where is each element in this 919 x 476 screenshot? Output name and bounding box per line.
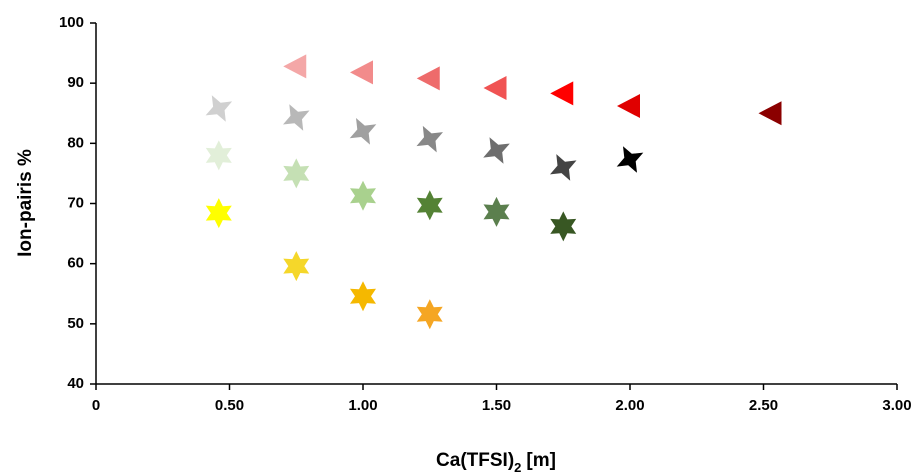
point <box>550 81 574 106</box>
point <box>550 154 577 181</box>
point <box>483 75 507 100</box>
point <box>483 196 510 227</box>
point <box>283 158 310 189</box>
point <box>416 66 440 91</box>
y-axis-title: Ion-pairis % <box>15 149 36 257</box>
point <box>416 299 443 330</box>
y-tick-label: 40 <box>67 375 84 392</box>
x-axis-title-suffix: [m] <box>526 450 556 471</box>
y-tick-label: 90 <box>67 74 84 91</box>
y-tick-label: 60 <box>67 255 84 272</box>
x-axis-title-text: Ca(TFSI) <box>436 450 514 471</box>
point <box>416 125 443 153</box>
point <box>350 180 376 211</box>
point <box>283 104 310 131</box>
point <box>205 95 233 122</box>
point <box>205 198 232 229</box>
point <box>758 101 782 126</box>
x-tick-label: 2.00 <box>615 397 644 414</box>
x-axis-title: Ca(TFSI)2 [m] <box>436 450 556 475</box>
y-tick-label: 70 <box>67 194 84 211</box>
y-tick-label: 80 <box>67 134 84 151</box>
point <box>349 118 377 145</box>
point <box>350 60 373 85</box>
y-tick-label: 100 <box>59 14 84 31</box>
x-tick-label: 2.50 <box>749 397 778 414</box>
x-tick-label: 1.00 <box>348 397 377 414</box>
x-tick-label: 0 <box>92 397 100 414</box>
point <box>483 137 510 164</box>
point <box>416 190 443 221</box>
point <box>350 281 376 312</box>
point <box>205 140 232 171</box>
point <box>616 146 644 173</box>
point <box>283 54 307 79</box>
x-axis-title-subscript: 2 <box>514 460 521 475</box>
point <box>550 211 577 242</box>
x-tick-label: 1.50 <box>482 397 511 414</box>
y-tick-label: 50 <box>67 315 84 332</box>
x-tick-label: 0.50 <box>215 397 244 414</box>
x-tick-label: 3.00 <box>882 397 911 414</box>
point <box>283 251 310 282</box>
point <box>617 94 640 119</box>
